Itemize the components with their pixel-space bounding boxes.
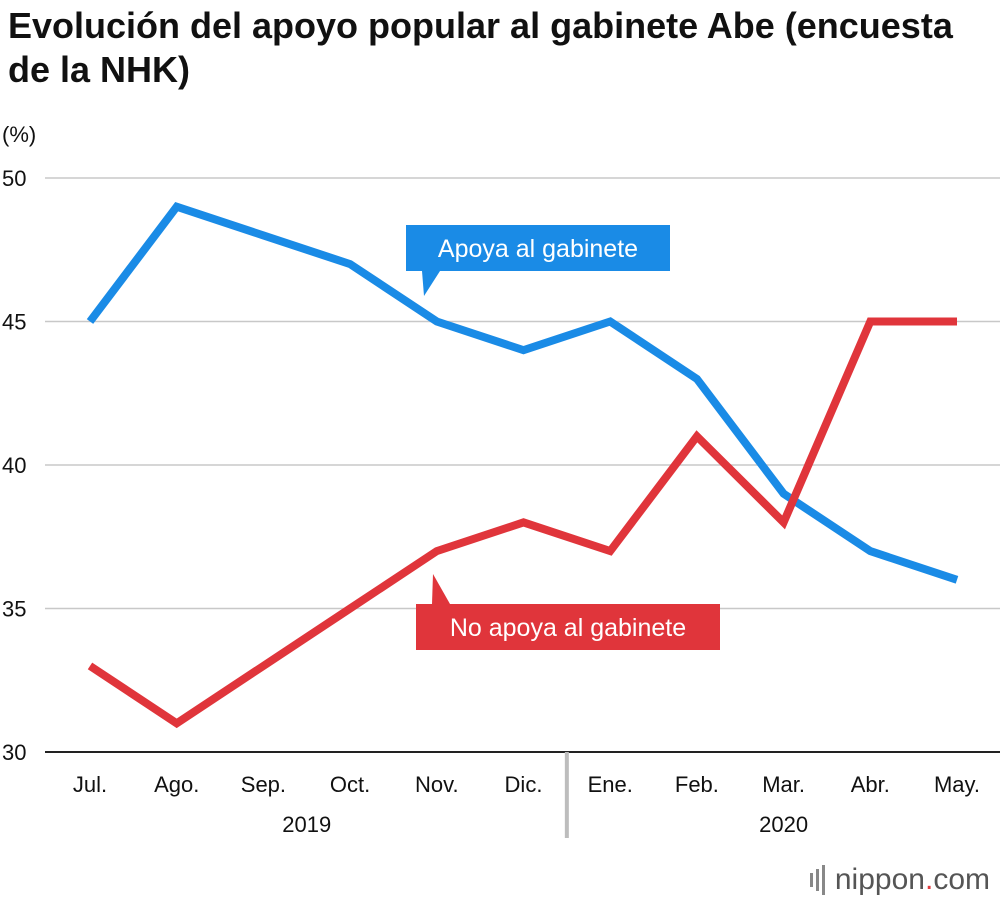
nonsupport-series-label-box	[416, 604, 720, 650]
nippon-logo: nippon. com	[809, 862, 990, 898]
support-series-label-pointer	[422, 271, 440, 296]
y-tick-label: 35	[2, 597, 26, 622]
nonsupport-series-label: No apoya al gabinete	[450, 614, 686, 642]
nonsupport-series-label-pointer	[432, 574, 450, 604]
x-tick-label: Jul.	[73, 772, 107, 797]
x-tick-label: Ene.	[588, 772, 633, 797]
y-tick-label: 50	[2, 166, 26, 191]
x-tick-labels: Jul. Ago. Sep. Oct. Nov. Dic. Ene. Feb. Mar. Abr.…	[73, 772, 980, 797]
x-tick-label: Mar.	[762, 772, 805, 797]
chart-title: Evolución del apoyo popular al gabinete …	[8, 5, 953, 90]
x-tick-label: May.	[934, 772, 980, 797]
x-tick-label: Oct.	[330, 772, 370, 797]
x-tick-label: Dic.	[505, 772, 543, 797]
year-labels: 2019 2020	[282, 752, 808, 838]
brand-dot: .	[924, 863, 934, 896]
y-tick-label: 45	[2, 310, 26, 335]
brand-tld: com	[933, 863, 990, 896]
y-tick-label: 40	[2, 453, 26, 478]
y-axis-label: (%)	[2, 122, 36, 147]
y-tick-labels: 30 35 40 45 50	[2, 166, 26, 765]
year-label: 2019	[282, 812, 331, 837]
y-tick-label: 30	[2, 740, 26, 765]
series-callouts: Apoya al gabinete No apoya al gabinete	[406, 225, 720, 650]
x-tick-label: Nov.	[415, 772, 459, 797]
year-label: 2020	[759, 812, 808, 837]
x-tick-label: Abr.	[851, 772, 890, 797]
sound-bars-icon	[809, 865, 825, 895]
support-series-label: Apoya al gabinete	[438, 235, 638, 263]
x-tick-label: Ago.	[154, 772, 199, 797]
support-series-label-box	[406, 225, 670, 271]
gridlines	[45, 177, 1000, 753]
x-tick-label: Feb.	[675, 772, 719, 797]
series-lines	[86, 202, 959, 729]
brand-name: nippon	[834, 863, 925, 896]
x-tick-label: Sep.	[241, 772, 286, 797]
